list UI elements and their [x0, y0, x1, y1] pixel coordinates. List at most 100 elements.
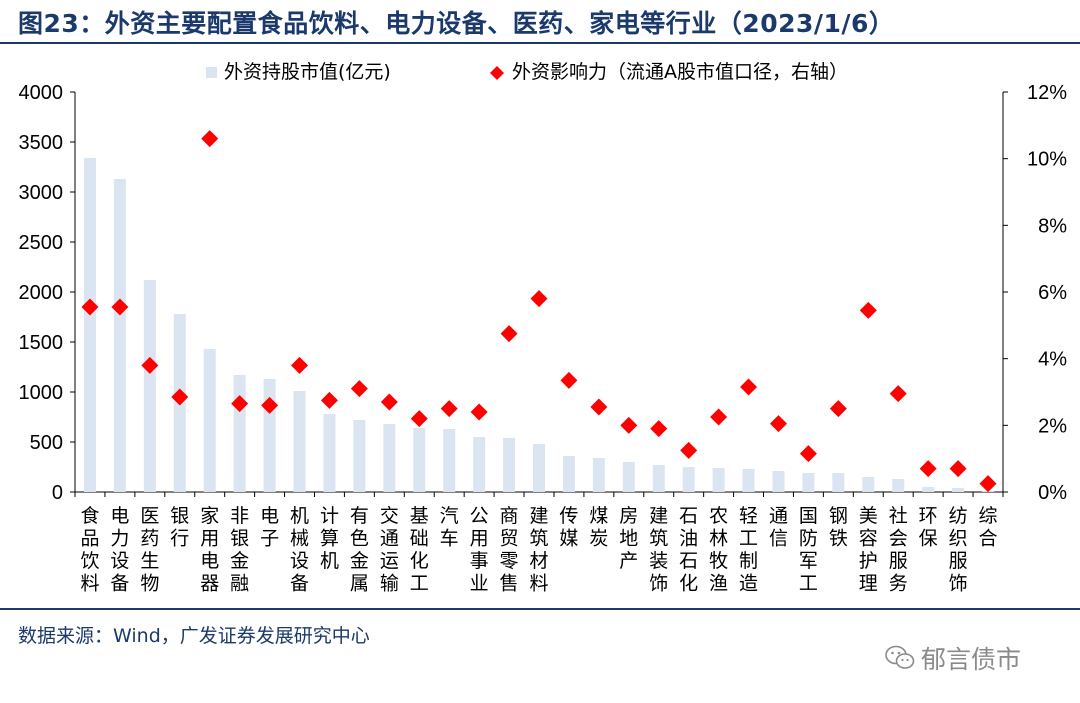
bar-7 [263, 379, 276, 492]
x-category-label: 公用事业 [470, 505, 489, 595]
x-category-label: 钢铁 [829, 505, 848, 550]
bar-3 [143, 280, 156, 492]
x-category-label: 煤炭 [589, 505, 608, 550]
right-tick-label: 10% [1027, 149, 1067, 171]
x-category-label: 汽车 [440, 505, 459, 550]
marker-26 [829, 400, 847, 418]
marker-31 [979, 475, 997, 493]
marker-5 [201, 130, 219, 148]
right-tick-label: 6% [1038, 282, 1067, 304]
marker-28 [889, 385, 907, 403]
x-category-label: 银行 [170, 505, 189, 550]
bar-27 [862, 477, 875, 492]
bar-28 [892, 479, 905, 492]
bar-22 [712, 468, 725, 492]
bar-25 [802, 473, 815, 492]
right-tick-label: 2% [1038, 415, 1067, 437]
x-category-label: 环保 [919, 505, 938, 550]
x-category-label: 有色金属 [350, 505, 369, 595]
chart-title: 图23：外资主要配置食品饮料、电力设备、医药、家电等行业（2023/1/6） [18, 9, 895, 38]
x-category-label: 交通运输 [380, 505, 399, 595]
bar-6 [233, 375, 246, 492]
left-tick-label: 2000 [19, 282, 64, 304]
x-category-label: 传媒 [559, 505, 578, 550]
x-category-label: 基础化工 [410, 505, 429, 595]
left-tick-label: 3000 [19, 182, 64, 204]
left-tick-label: 3500 [19, 132, 64, 154]
left-tick-label: 2500 [19, 232, 64, 254]
marker-4 [171, 388, 189, 406]
bar-15 [503, 438, 516, 492]
x-category-label: 石油石化 [679, 505, 698, 595]
wechat-icon [885, 645, 915, 669]
marker-23 [740, 378, 758, 396]
x-category-label: 纺织服饰 [949, 505, 968, 595]
marker-14 [470, 403, 488, 421]
watermark-text: 郁言债市 [921, 645, 1022, 674]
x-category-label: 房地产 [619, 505, 638, 572]
bar-26 [832, 473, 845, 492]
x-category-label: 非银金融 [230, 505, 249, 595]
bar-13 [443, 429, 456, 492]
marker-11 [380, 393, 398, 411]
x-category-label: 农林牧渔 [709, 505, 728, 595]
bar-20 [652, 465, 665, 492]
marker-22 [710, 408, 728, 426]
bar-23 [742, 469, 755, 492]
marker-16 [530, 290, 548, 308]
x-category-label: 美容护理 [859, 505, 878, 595]
right-tick-label: 12% [1027, 82, 1067, 104]
x-category-label: 食品饮料 [80, 505, 99, 595]
chart: 0 500 1000 1500 2000 2500 3000 3500 4000 0% 2% 4% 6%… [19, 61, 1068, 595]
x-category-label: 商贸零售 [500, 505, 519, 595]
right-tick-label: 4% [1038, 349, 1067, 371]
left-tick-label: 0 [52, 482, 63, 504]
marker-10 [350, 380, 368, 398]
bar-16 [533, 444, 545, 492]
marker-30 [949, 460, 967, 478]
bar-2 [113, 179, 126, 492]
marker-13 [440, 400, 458, 418]
right-tick-label: 8% [1038, 215, 1067, 237]
bar-21 [682, 467, 695, 492]
left-tick-label: 1500 [19, 332, 64, 354]
marker-19 [620, 416, 638, 434]
marker-15 [500, 325, 518, 343]
bar-14 [473, 437, 486, 492]
marker-21 [680, 441, 698, 459]
right-tick-label: 0% [1038, 482, 1067, 504]
x-category-label: 建筑装饰 [649, 505, 668, 595]
marker-17 [560, 371, 578, 389]
x-category-label: 通信 [769, 505, 788, 550]
x-category-label: 国防军工 [799, 505, 818, 595]
bar-24 [772, 471, 785, 492]
bar-12 [413, 428, 426, 492]
x-category-label: 家用电器 [200, 505, 219, 595]
marker-24 [769, 415, 787, 433]
marker-25 [799, 445, 817, 463]
x-category-label: 电力设备 [110, 505, 129, 595]
bar-8 [293, 391, 306, 492]
marker-1 [81, 298, 99, 316]
bar-9 [323, 414, 336, 492]
x-category-label: 医药生物 [140, 505, 159, 595]
source-note: 数据来源：Wind，广发证券发展研究中心 [18, 625, 370, 647]
watermark: 郁言债市 [885, 640, 1021, 676]
marker-3 [141, 356, 159, 374]
x-category-label: 社会服务 [889, 505, 908, 595]
marker-6 [231, 395, 249, 413]
marker-8 [291, 356, 309, 374]
bar-17 [562, 456, 575, 492]
legend-swatch-marker [490, 66, 504, 80]
bar-19 [622, 462, 635, 492]
x-category-label: 综合 [979, 505, 998, 550]
legend-label-marker: 外资影响力（流通A股市值口径，右轴） [512, 61, 848, 83]
bar-1 [83, 158, 96, 492]
bar-29 [922, 487, 935, 492]
marker-20 [650, 420, 668, 438]
x-category-label: 建筑材料 [529, 505, 548, 595]
bar-5 [203, 349, 216, 492]
title-rule [0, 42, 1080, 44]
x-category-label: 轻工制造 [739, 505, 758, 595]
marker-7 [261, 396, 279, 414]
